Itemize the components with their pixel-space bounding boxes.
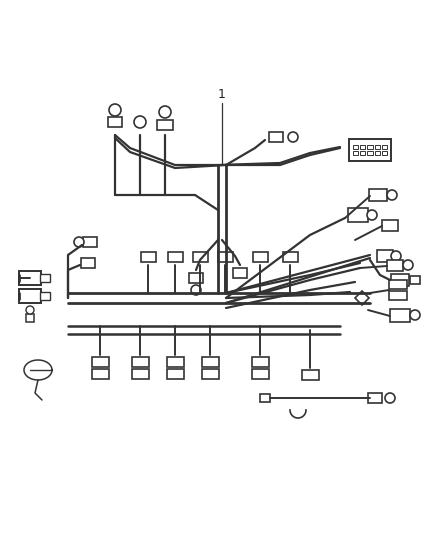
Bar (92, 369, 109, 379)
Bar (367, 145, 373, 149)
Circle shape (410, 310, 420, 320)
Bar (283, 252, 297, 262)
Circle shape (403, 260, 413, 270)
Bar (382, 145, 387, 149)
Bar (166, 357, 184, 367)
Bar (367, 151, 373, 155)
Text: 1: 1 (218, 88, 226, 101)
Circle shape (159, 106, 171, 118)
Bar (81, 258, 95, 268)
Circle shape (367, 210, 377, 220)
Bar (382, 151, 387, 155)
Bar (382, 220, 398, 230)
Bar (391, 274, 409, 286)
Circle shape (387, 190, 397, 200)
Circle shape (191, 285, 201, 295)
Bar (131, 357, 148, 367)
Bar (374, 151, 380, 155)
Polygon shape (355, 291, 369, 305)
Bar (167, 252, 183, 262)
Circle shape (288, 132, 298, 142)
Bar (157, 120, 173, 130)
Bar (141, 252, 155, 262)
Bar (92, 357, 109, 367)
Circle shape (109, 104, 121, 116)
Circle shape (391, 251, 401, 261)
Bar (390, 309, 410, 321)
Bar (251, 369, 268, 379)
Bar (269, 132, 283, 142)
Bar (201, 357, 219, 367)
Bar (387, 260, 403, 271)
Bar (377, 250, 393, 262)
Circle shape (385, 393, 395, 403)
Bar (368, 393, 382, 403)
Bar (83, 237, 97, 247)
Bar (192, 252, 208, 262)
Bar (26, 314, 34, 322)
Bar (233, 268, 247, 278)
Bar (218, 252, 233, 262)
Bar (201, 369, 219, 379)
Bar (301, 370, 318, 380)
Bar (360, 151, 365, 155)
Bar (251, 357, 268, 367)
Bar (360, 145, 365, 149)
Bar (19, 271, 41, 285)
Bar (389, 291, 407, 300)
Bar (108, 117, 122, 127)
Bar (40, 292, 50, 300)
Bar (353, 145, 358, 149)
Bar (349, 139, 391, 161)
Bar (348, 208, 368, 222)
Bar (374, 145, 380, 149)
Bar (40, 274, 50, 282)
Bar (389, 280, 407, 289)
Circle shape (26, 306, 34, 314)
Bar (131, 369, 148, 379)
Bar (189, 273, 203, 283)
Bar (353, 151, 358, 155)
Bar (260, 394, 270, 402)
Bar (252, 252, 268, 262)
Circle shape (134, 116, 146, 128)
Bar (19, 289, 41, 303)
Circle shape (74, 237, 84, 247)
Bar (369, 189, 387, 201)
Bar (410, 276, 420, 284)
Bar (166, 369, 184, 379)
